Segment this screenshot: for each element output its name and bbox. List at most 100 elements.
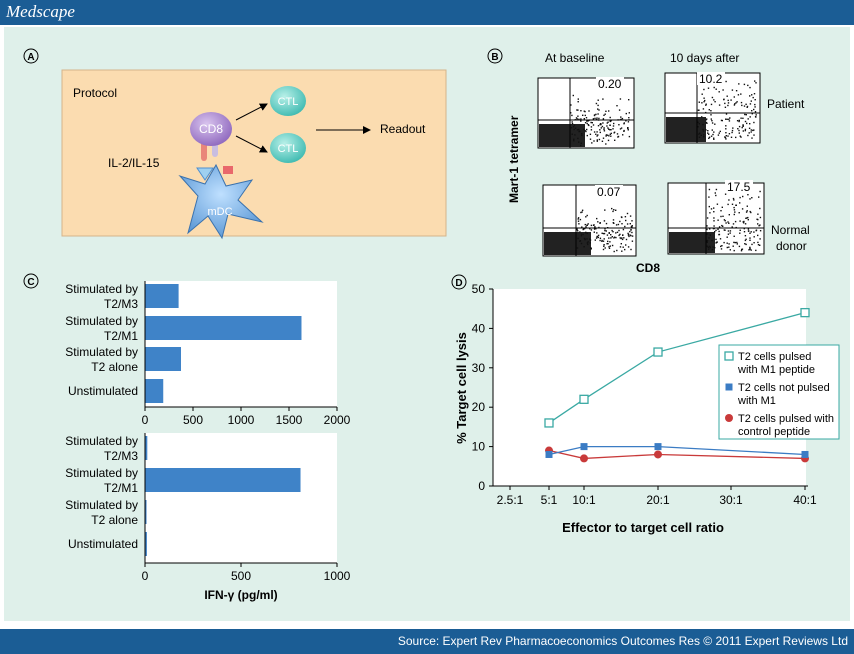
flow-event-dot: [729, 232, 731, 234]
panel-c-circle: [23, 273, 39, 289]
flow-event-dot: [599, 239, 601, 242]
flow-event-dot: [754, 99, 756, 101]
flow-event-dot: [757, 241, 759, 244]
flow-event-dot: [729, 249, 731, 251]
flow-event-dot: [586, 128, 588, 131]
flow-event-dot: [738, 245, 741, 248]
flow-event-dot: [739, 229, 741, 231]
flow-event-dot: [751, 197, 753, 199]
flow-event-dot: [724, 102, 726, 105]
flow-event-dot: [734, 241, 736, 244]
flow-event-dot: [698, 133, 700, 135]
flow-event-dot: [733, 249, 735, 252]
flow-event-dot: [570, 127, 573, 129]
x-tick-label: 0: [142, 413, 149, 427]
flow-event-dot: [575, 117, 578, 119]
flow-event-dot: [743, 227, 745, 230]
brand-logo[interactable]: Medscape: [6, 2, 75, 21]
flow-event-dot: [581, 211, 583, 213]
arrow-to-ctl1: [235, 103, 268, 121]
flow-event-dot: [584, 114, 586, 117]
flow-event-dot: [726, 118, 728, 120]
flow-event-dot: [591, 122, 593, 124]
flow-event-dot: [611, 244, 614, 247]
flow-event-dot: [716, 203, 719, 205]
flow-event-dot: [725, 128, 727, 130]
flow-event-dot: [733, 241, 735, 244]
flow-event-dot: [746, 122, 748, 125]
flow-event-dot: [732, 197, 735, 200]
x-tick-label: 10:1: [572, 493, 596, 507]
flow-event-dot: [578, 223, 580, 225]
legend-label: with M1: [737, 395, 776, 407]
flow-event-dot: [586, 224, 588, 226]
flow-event-dot: [749, 123, 751, 125]
flow-event-dot: [721, 206, 723, 208]
flow-event-dot: [744, 243, 746, 245]
row-label-normal: Normal: [771, 223, 810, 237]
flow-event-dot: [744, 235, 747, 237]
flow-event-dot: [580, 142, 582, 144]
flow-event-dot: [755, 229, 757, 232]
flow-event-dot: [612, 210, 614, 213]
flow-event-dot: [585, 216, 587, 218]
flow-event-dot: [744, 129, 746, 132]
flow-event-dot: [702, 130, 705, 132]
legend-marker: [725, 383, 733, 391]
flow-event-dot: [631, 240, 634, 242]
flow-event-dot: [605, 222, 608, 225]
flow-event-dot: [757, 234, 759, 237]
flow-event-dot: [728, 214, 730, 216]
flow-event-dot: [622, 228, 625, 231]
flow-event-dot: [629, 215, 632, 217]
flow-event-dot: [616, 249, 618, 252]
flow-event-dot: [708, 248, 710, 250]
flow-event-dot: [603, 130, 606, 132]
flow-event-dot: [759, 190, 761, 193]
flow-event-dot: [572, 126, 575, 128]
category-label: Unstimulated: [68, 537, 138, 551]
flow-event-dot: [753, 121, 755, 124]
flow-event-dot: [727, 221, 729, 223]
flow-event-dot: [709, 228, 711, 230]
flow-event-dot: [738, 120, 740, 123]
flow-event-dot: [620, 118, 622, 121]
x-tick-label: 30:1: [719, 493, 743, 507]
flow-event-dot: [749, 247, 751, 250]
flow-event-dot: [726, 242, 728, 244]
flow-event-dot: [751, 110, 753, 112]
flow-event-dot: [749, 103, 752, 105]
flow-event-dot: [732, 223, 735, 225]
flow-event-dot: [576, 129, 579, 131]
flow-event-dot: [744, 239, 747, 242]
flow-event-dot: [613, 132, 615, 134]
x-tick-label: 2.5:1: [497, 493, 524, 507]
flow-event-dot: [583, 118, 585, 120]
flow-plot-2: 10.2: [664, 72, 761, 144]
flow-event-dot: [581, 226, 583, 228]
flow-event-dot: [578, 118, 580, 120]
flow-event-dot: [581, 209, 584, 211]
flow-event-dot: [631, 231, 633, 234]
flow-event-dot: [627, 127, 629, 129]
flow-event-dot: [584, 238, 586, 241]
flow-event-dot: [598, 138, 601, 141]
flow-event-dot: [747, 118, 749, 120]
flow-event-dot: [726, 95, 728, 97]
flow-event-dot: [742, 117, 744, 119]
flow-event-dot: [715, 238, 717, 241]
flow-event-dot: [740, 250, 743, 252]
flow-event-dot: [596, 140, 598, 142]
flow-event-dot: [746, 106, 748, 108]
flow-event-dot: [747, 230, 750, 232]
ctl1-label: CTL: [278, 96, 299, 108]
flow-event-dot: [743, 83, 746, 86]
flow-event-dot: [580, 144, 582, 147]
flow-event-dot: [586, 242, 589, 244]
flow-event-dot: [733, 213, 735, 216]
flow-event-dot: [625, 112, 627, 115]
flow-event-dot: [602, 248, 605, 251]
flow-event-dot: [718, 226, 721, 228]
flow-event-dot: [754, 80, 756, 82]
